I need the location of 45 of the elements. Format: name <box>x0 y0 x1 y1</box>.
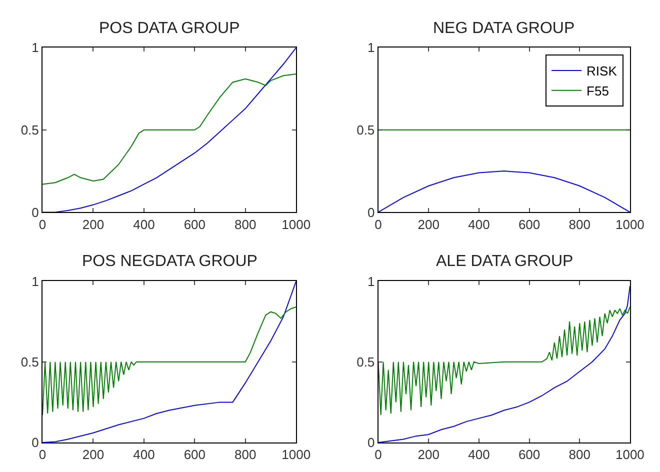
x-tick-label: 400 <box>468 216 490 232</box>
x-tick-label: 1000 <box>282 216 311 232</box>
x-tick-label: 800 <box>234 216 256 232</box>
line-series <box>42 48 296 212</box>
line-series <box>42 281 296 443</box>
legend-label: RISK <box>586 64 618 79</box>
y-tick-label: 1 <box>367 40 375 56</box>
line-series <box>378 286 630 443</box>
x-tick-label: 1000 <box>615 447 644 462</box>
chart-title: NEG DATA GROUP <box>433 20 575 37</box>
line-series <box>42 306 296 416</box>
x-tick-label: 200 <box>418 447 440 462</box>
x-tick-label: 1000 <box>282 447 311 462</box>
y-tick-label: 0.5 <box>20 354 39 370</box>
line-series <box>378 306 630 416</box>
y-tick-label: 0.5 <box>20 122 39 138</box>
x-tick-label: 1000 <box>615 216 644 232</box>
x-tick-label: 600 <box>518 216 540 232</box>
legend-label: F55 <box>586 83 609 98</box>
y-tick-label: 0.5 <box>356 122 375 138</box>
y-tick-label: 0 <box>367 204 375 220</box>
x-tick-label: 200 <box>82 447 104 462</box>
line-series <box>378 170 630 212</box>
x-tick-label: 200 <box>82 216 104 232</box>
y-tick-label: 0.5 <box>356 354 375 370</box>
chart-title: ALE DATA GROUP <box>436 253 574 270</box>
y-tick-label: 1 <box>32 40 39 56</box>
y-tick-label: 0 <box>367 435 375 450</box>
x-tick-label: 600 <box>184 447 206 462</box>
x-tick-label: 400 <box>133 216 155 232</box>
y-tick-label: 1 <box>32 274 39 289</box>
x-tick-label: 400 <box>468 447 490 462</box>
x-tick-label: 800 <box>568 447 590 462</box>
x-tick-label: 400 <box>133 447 155 462</box>
line-series <box>42 73 296 185</box>
x-tick-label: 800 <box>234 447 256 462</box>
x-tick-label: 800 <box>568 216 590 232</box>
x-tick-label: 600 <box>518 447 540 462</box>
x-tick-label: 200 <box>418 216 440 232</box>
chart-title: POS NEGDATA GROUP <box>82 253 258 270</box>
y-tick-label: 0 <box>32 204 39 220</box>
x-tick-label: 600 <box>184 216 206 232</box>
y-tick-label: 1 <box>367 274 375 289</box>
chart-title: POS DATA GROUP <box>99 20 240 37</box>
y-tick-label: 0 <box>32 435 39 450</box>
